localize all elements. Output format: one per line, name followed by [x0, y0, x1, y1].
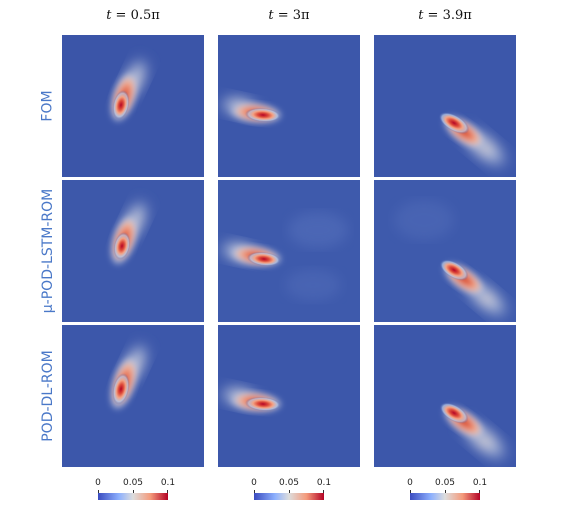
panel-fom-t1	[62, 35, 204, 177]
colorbar-tick-0: 0	[407, 478, 413, 488]
colorbar-tick-005: 0.05	[278, 478, 300, 488]
column-title-2: t = 3π	[268, 8, 310, 23]
colorbar-gradient	[98, 493, 168, 500]
panel-fom-t3	[374, 35, 516, 177]
colorbar-tick-01: 0.1	[316, 478, 332, 488]
colorbar-3: 0 0.05 0.1	[374, 478, 516, 508]
row-label-fom: FOM	[40, 89, 56, 122]
panel-fom-t2	[218, 35, 360, 177]
row-label-lstm-rom: μ-POD-LSTM-ROM	[40, 188, 57, 313]
colorbar-gradient	[410, 493, 480, 500]
column-title-1: t = 0.5π	[106, 8, 160, 23]
panel-dl-t1	[62, 325, 204, 467]
row-label-dl-rom: POD-DL-ROM	[40, 349, 57, 442]
colorbar-tick-01: 0.1	[160, 478, 176, 488]
colorbar-tick-0: 0	[251, 478, 257, 488]
panel-dl-t2	[218, 325, 360, 467]
colorbar-gradient	[254, 493, 324, 500]
colorbar-2: 0 0.05 0.1	[218, 478, 360, 508]
colorbar-tick-01: 0.1	[472, 478, 488, 488]
panel-dl-t3	[374, 325, 516, 467]
colorbar-1: 0 0.05 0.1	[62, 478, 204, 508]
panel-lstm-t2	[218, 180, 360, 322]
colorbar-tick-005: 0.05	[122, 478, 144, 488]
panel-lstm-t3	[374, 180, 516, 322]
column-title-3: t = 3.9π	[418, 8, 472, 23]
colorbar-tick-005: 0.05	[434, 478, 456, 488]
colorbar-tick-0: 0	[95, 478, 101, 488]
panel-lstm-t1	[62, 180, 204, 322]
